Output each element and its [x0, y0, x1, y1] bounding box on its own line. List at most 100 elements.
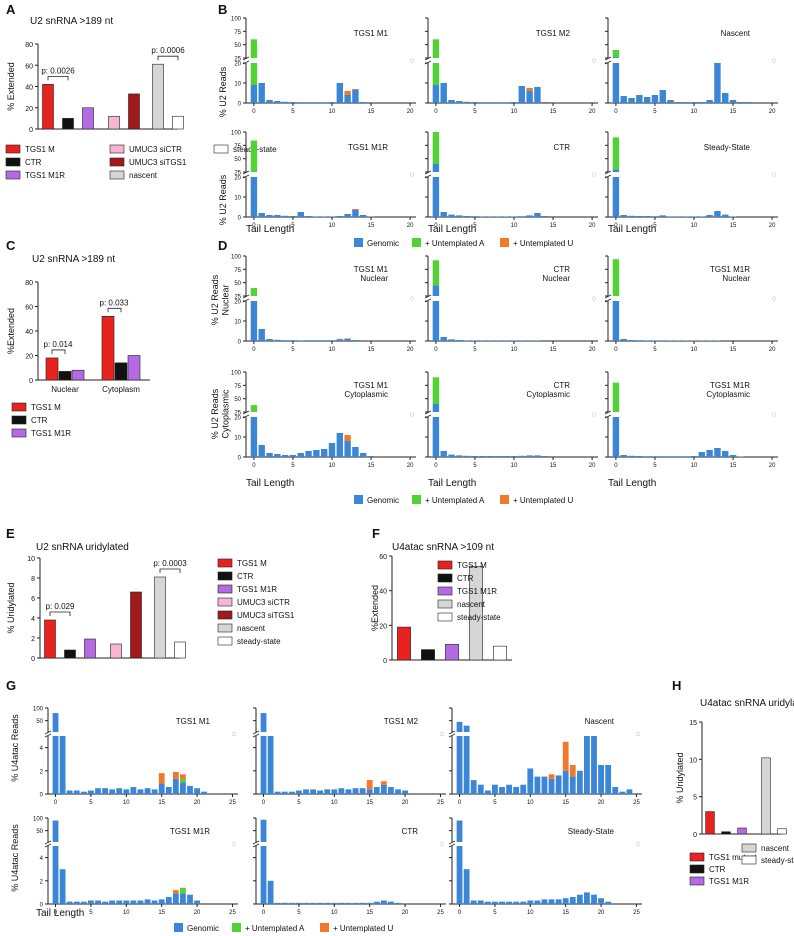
chart-D-plot-bar-genomic	[463, 455, 471, 457]
chart-B-plot-bar-genomic	[463, 216, 471, 217]
chart-H-bar	[777, 828, 787, 835]
chart-G-plot-bar-genomic	[59, 869, 66, 904]
chart-E-bar	[154, 576, 166, 659]
chart-G-plot-x-tick-label: 25	[437, 910, 444, 916]
chart-B-plot-bar-genomic	[628, 215, 635, 217]
chart-D-plot-bar-genomic	[682, 456, 690, 457]
chart-D-plot-x-tick-label: 0	[252, 463, 256, 469]
chart-B-plot-bar-genomic	[448, 214, 455, 217]
chart-G-plot-x-tick-label: 10	[331, 800, 338, 806]
chart-D-plot-x-tick-label: 5	[473, 347, 477, 353]
chart-E-y-tick-label: 0	[31, 656, 35, 663]
chart-B-plot-x-tick-label: 15	[730, 109, 737, 115]
chart-B-plot-bar-genomic	[471, 102, 479, 103]
chart-D-plot-bar-genomic	[320, 340, 328, 341]
chart-G-plot-bar-genomic	[310, 902, 316, 904]
panel-letter-E: E	[6, 526, 15, 541]
chart-E-legend-label: TGS1 M	[237, 559, 267, 568]
chart-G-plot-axis-break	[44, 730, 52, 738]
chart-A-legend-swatch	[5, 144, 21, 154]
chart-G-plot-bar-genomic	[116, 900, 123, 904]
chart-G-legend-swatch	[232, 923, 241, 932]
chart-G-plot-x-tick-label: 0	[54, 800, 58, 806]
chart-G-plot-x-tick-label: 20	[402, 800, 409, 806]
chart-D-plot-marker	[409, 412, 415, 417]
chart-G-plot-marker	[635, 731, 641, 737]
chart-G-plot-bar-genomic	[548, 899, 555, 904]
chart-B-plot-x-tick-label: 5	[291, 109, 295, 115]
chart-D-plot-x-tick-label: 5	[653, 463, 657, 469]
chart-G-plot-bar-genomic	[172, 778, 179, 794]
chart-E-pvalue: p: 0.029	[46, 602, 75, 611]
chart-E-y-tick-label: 10	[27, 556, 35, 563]
chart-G-plot-y-tick-label: 50	[36, 719, 43, 725]
chart-E-bar	[44, 619, 56, 659]
chart-G-plot-marker	[231, 731, 237, 737]
chart-G-plot-bar-untemplatedU	[569, 765, 576, 777]
chart-G-plot-x-tick-label: 5	[493, 800, 497, 806]
chart-D-plot-bar-genomic	[542, 456, 549, 457]
chart-B-plot-bar-genomic	[456, 215, 463, 217]
chart-G-plot-bar-genomic	[338, 902, 345, 904]
chart-D-plot-x-tick-label: 10	[329, 463, 336, 469]
chart-D-plot-label-line: TGS1 M1	[354, 381, 389, 390]
chart-E-y-tick-label: 6	[31, 596, 35, 603]
chart-B-plot-x-tick-label: 5	[473, 223, 477, 229]
chart-B-plot-bar-genomic	[612, 63, 620, 103]
chart-E-y-tick-label: 2	[31, 636, 35, 643]
chart-B-legend-label: + Untemplated U	[513, 239, 573, 248]
chart-D-plot-bar-genomic	[289, 455, 297, 457]
chart-D-plot-bar-genomic	[526, 340, 533, 341]
chart-G-plot-bar-genomic	[345, 789, 352, 794]
chart-H-bar	[705, 811, 715, 835]
chart-G-plot-bar-genomic	[187, 894, 193, 904]
chart-G-plot-bar-genomic	[80, 901, 87, 904]
chart-G-plot-x-tick-label: 15	[158, 910, 165, 916]
chart-D-plot-y-tick-label: 50	[234, 397, 241, 403]
chart-B-plot-x-tick-label: 20	[769, 223, 776, 229]
chart-D-plot-bar-genomic	[729, 455, 737, 457]
chart-C-title: U2 snRNA >189 nt	[32, 254, 115, 265]
chart-G-plot-x-tick-label: 0	[458, 800, 462, 806]
chart-D-plot-bar-genomic	[659, 456, 666, 457]
chart-G-plot-bar-genomic	[158, 783, 165, 794]
chart-G-plot-bar-genomic	[576, 770, 583, 794]
chart-B-plot-bar-untemplatedA	[250, 140, 258, 172]
chart-D-plot-y-tick-label: 50	[234, 281, 241, 287]
chart-G-plot-bar-genomic	[395, 902, 401, 904]
chart-G-plot-bar-genomic	[158, 899, 165, 904]
chart-B-plot-x-tick-label: 10	[691, 109, 698, 115]
chart-B-plot-label: Nascent	[721, 29, 751, 38]
chart-B-plot-bar-genomic	[344, 95, 351, 103]
chart-G-plot-bar-genomic	[388, 787, 394, 794]
chart-C-bar	[114, 362, 128, 381]
chart-D-plot-label-line: CTR	[554, 265, 571, 274]
chart-C-ylabel: %Extended	[6, 308, 16, 354]
chart-B-plot-x-tick-label: 15	[730, 223, 737, 229]
chart-B-plot-bar-genomic	[667, 216, 674, 217]
chart-B-plot-bar-genomic	[456, 101, 463, 103]
chart-G-plot-bar-genomic	[144, 899, 151, 904]
chart-D-plot-bar-genomic	[534, 455, 541, 457]
chart-G-plot-x-tick-label: 20	[598, 910, 605, 916]
chart-D-plot-bar-untemplatedA	[612, 259, 620, 296]
chart-G-plot-x-tick-label: 0	[54, 910, 58, 916]
chart-D-plot-bar-genomic	[463, 340, 471, 341]
chart-B-plot-label: TGS1 M1R	[348, 143, 388, 152]
chart-B-plot-bar-genomic	[659, 215, 666, 217]
chart-D-plot-bar-genomic	[518, 340, 526, 341]
chart-E-legend-swatch	[217, 558, 233, 568]
chart-G-plot-bar-genomic	[541, 899, 548, 904]
chart-H2-legend-label: nascent	[761, 844, 790, 853]
chart-G-plot-bar-genomic	[151, 789, 158, 794]
chart-B-xlabel: Tail Length	[428, 224, 476, 235]
chart-G-plot-bar-genomic	[534, 900, 541, 904]
chart-A-y-tick-label: 60	[25, 63, 33, 70]
chart-A-y-tick-label: 80	[25, 42, 33, 49]
chart-C-pvalue: p: 0.014	[44, 340, 73, 349]
chart-B-plot-bar-genomic	[612, 169, 620, 172]
chart-F-legend-label: CTR	[457, 574, 474, 583]
chart-B-plot-bar-genomic	[289, 102, 297, 103]
chart-F-y-tick-label: 0	[383, 658, 387, 665]
chart-B-plot-bar-genomic	[714, 63, 721, 103]
